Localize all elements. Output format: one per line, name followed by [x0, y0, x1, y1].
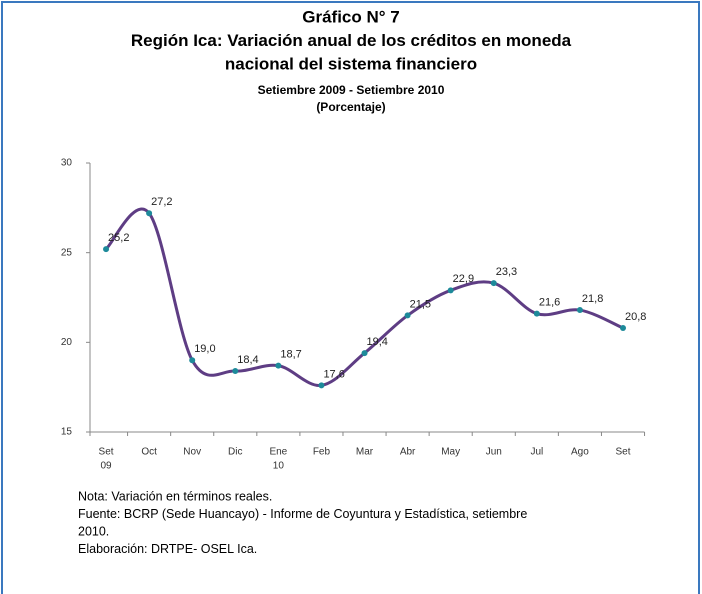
- x-tick-label: Nov: [183, 447, 201, 458]
- marker: [404, 312, 411, 319]
- y-tick-label: 25: [61, 247, 73, 258]
- x-tick-label: Mar: [356, 447, 374, 458]
- chart-title: Región Ica: Variación anual de los crédi…: [131, 31, 572, 50]
- chart-title: Gráfico N° 7: [302, 7, 400, 26]
- value-label: 23,3: [496, 266, 517, 278]
- marker: [232, 368, 239, 375]
- note: Fuente: BCRP (Sede Huancayo) - Informe d…: [78, 507, 527, 521]
- marker: [318, 382, 325, 389]
- x-tick-label: 09: [100, 461, 112, 472]
- x-tick-label: Ene: [269, 447, 287, 458]
- value-label: 27,2: [151, 196, 172, 208]
- value-label: 17,6: [323, 368, 344, 380]
- value-label: 19,4: [367, 336, 388, 348]
- chart-title: nacional del sistema financiero: [225, 54, 477, 73]
- y-tick-label: 20: [61, 337, 73, 348]
- value-label: 19,0: [194, 343, 215, 355]
- x-tick-label: Set: [615, 447, 630, 458]
- marker: [103, 246, 110, 253]
- x-tick-label: Jun: [486, 447, 502, 458]
- value-label: 25,2: [108, 232, 129, 244]
- value-label: 21,8: [582, 293, 603, 305]
- chart-subtitle: (Porcentaje): [316, 100, 385, 114]
- marker: [576, 307, 583, 314]
- value-label: 18,7: [280, 349, 301, 361]
- note: Elaboración: DRTPE- OSEL Ica.: [78, 542, 257, 556]
- x-tick-label: Jul: [530, 447, 543, 458]
- x-tick-label: 10: [273, 461, 285, 472]
- marker: [533, 310, 540, 317]
- marker: [447, 287, 454, 294]
- marker: [361, 350, 368, 357]
- note: 2010.: [78, 524, 109, 538]
- marker: [146, 210, 153, 217]
- x-tick-label: Dic: [228, 447, 242, 458]
- x-tick-label: Oct: [141, 447, 157, 458]
- x-tick-label: Ago: [571, 447, 589, 458]
- value-label: 21,5: [410, 298, 431, 310]
- value-label: 20,8: [625, 311, 646, 323]
- chart-subtitle: Setiembre 2009 - Setiembre 2010: [258, 83, 445, 97]
- value-label: 22,9: [453, 273, 474, 285]
- x-tick-label: Feb: [313, 447, 331, 458]
- marker: [189, 357, 196, 364]
- value-label: 21,6: [539, 297, 560, 309]
- marker: [275, 362, 282, 369]
- y-tick-label: 15: [61, 427, 73, 438]
- x-tick-label: Abr: [400, 447, 416, 458]
- x-tick-label: May: [441, 447, 460, 458]
- value-label: 18,4: [237, 354, 258, 366]
- x-tick-label: Set: [99, 447, 114, 458]
- note: Nota: Variación en términos reales.: [78, 489, 272, 503]
- marker: [620, 324, 626, 331]
- marker: [490, 280, 497, 287]
- y-tick-label: 30: [61, 158, 73, 169]
